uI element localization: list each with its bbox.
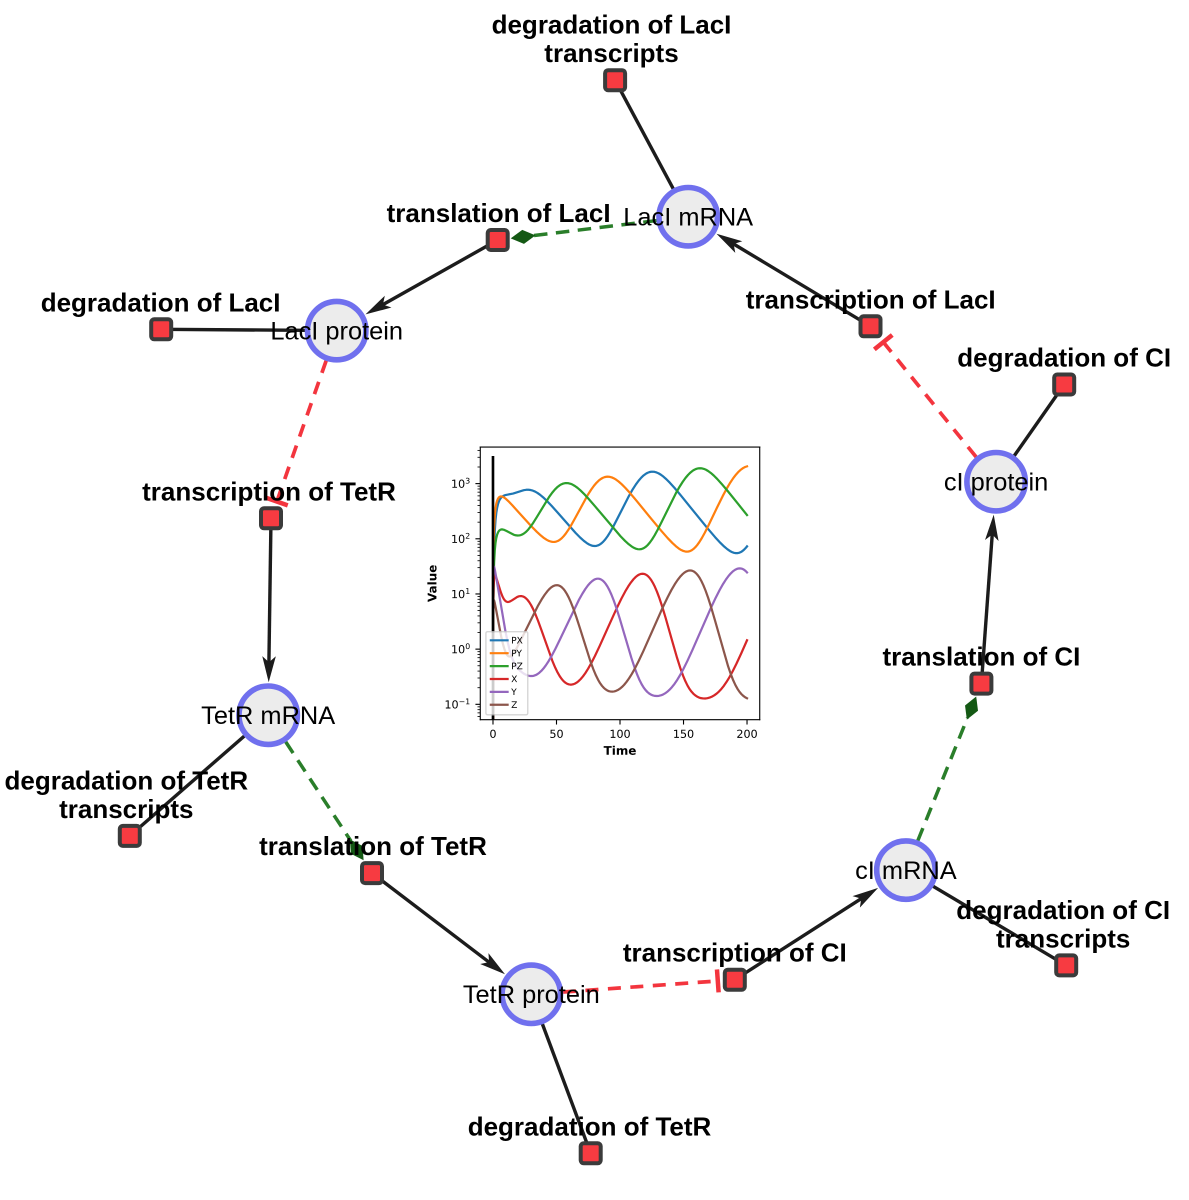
svg-text:TetR protein: TetR protein: [463, 981, 600, 1009]
svg-text:translation of TetR: translation of TetR: [259, 831, 487, 861]
svg-text:transcripts: transcripts: [544, 38, 678, 68]
svg-text:LacI protein: LacI protein: [270, 317, 403, 345]
svg-text:LacI mRNA: LacI mRNA: [623, 203, 753, 231]
svg-text:transcription of CI: transcription of CI: [623, 938, 847, 968]
svg-text:degradation of CI: degradation of CI: [956, 895, 1170, 925]
svg-text:cI mRNA: cI mRNA: [855, 857, 957, 885]
svg-text:TetR mRNA: TetR mRNA: [201, 702, 335, 730]
svg-text:degradation of TetR: degradation of TetR: [4, 765, 248, 795]
svg-text:translation of CI: translation of CI: [882, 642, 1080, 672]
svg-text:transcription of LacI: transcription of LacI: [746, 284, 996, 314]
svg-text:translation of LacI: translation of LacI: [387, 198, 611, 228]
svg-text:degradation of CI: degradation of CI: [957, 343, 1171, 373]
svg-text:transcription of TetR: transcription of TetR: [142, 476, 396, 506]
svg-text:degradation of LacI: degradation of LacI: [41, 287, 281, 317]
svg-text:degradation of LacI: degradation of LacI: [492, 10, 732, 40]
svg-text:degradation of TetR: degradation of TetR: [468, 1111, 712, 1141]
svg-text:transcripts: transcripts: [59, 794, 193, 824]
svg-text:transcripts: transcripts: [996, 923, 1130, 953]
svg-text:cI protein: cI protein: [944, 468, 1048, 496]
